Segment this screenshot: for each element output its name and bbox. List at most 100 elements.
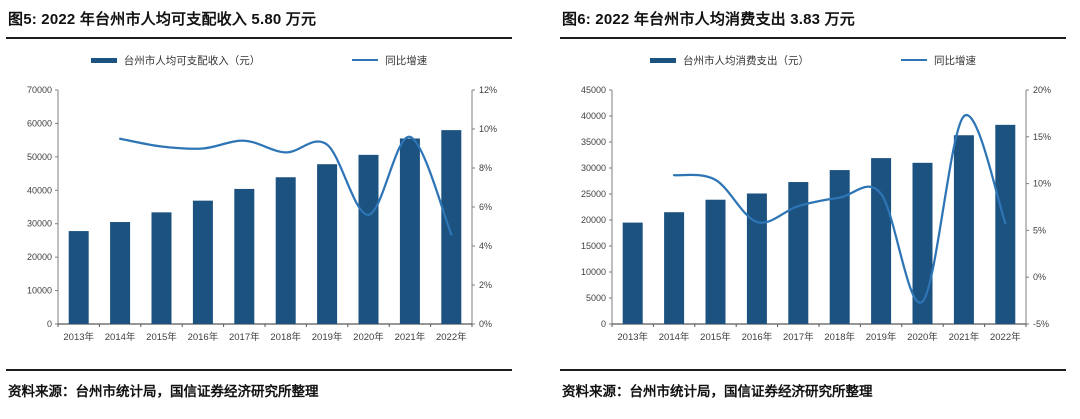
bar-2013年	[68, 231, 89, 324]
bar-series	[622, 124, 1016, 324]
left-axis-tick-label: 5000	[586, 293, 606, 303]
x-axis-category-label: 2020年	[353, 331, 384, 343]
left-axis-tick-label: 45000	[581, 85, 606, 95]
line-series-swatch-icon	[352, 59, 379, 61]
figure-6-source: 资料来源：台州市统计局，国信证券经济研究所整理	[560, 369, 1066, 400]
bar-2017年	[234, 188, 255, 324]
left-axis-tick-label: 35000	[581, 137, 606, 147]
right-axis-tick-label: -5%	[1033, 319, 1049, 329]
left-axis-tick-label: 10000	[27, 286, 52, 296]
figure-5-legend: 台州市人均可支配收入（元） 同比增速	[6, 48, 512, 72]
figure-5-title: 图5: 2022 年台州市人均可支配收入 5.80 万元	[6, 8, 512, 39]
bar-2013年	[622, 222, 643, 324]
x-axis-category-label: 2015年	[700, 331, 731, 343]
left-axis-tick-label: 40000	[581, 111, 606, 121]
right-axis-tick-label: 10%	[479, 124, 497, 134]
figure-5-source: 资料来源：台州市统计局，国信证券经济研究所整理	[6, 369, 512, 400]
legend-bar-label: 台州市人均消费支出（元）	[683, 54, 809, 67]
x-axis: 2013年 2014年 2015年 2016年 2017年 2018年 2019年 2020年…	[57, 323, 473, 343]
x-axis-category-label: 2022年	[436, 331, 467, 343]
x-axis-category-label: 2017年	[783, 331, 814, 343]
left-axis-tick-label: 15000	[581, 241, 606, 251]
bar-2017年	[788, 182, 809, 324]
right-axis-tick-label: 2%	[479, 280, 492, 290]
bar-2015年	[705, 199, 726, 324]
bar-2018年	[275, 177, 296, 324]
x-axis-category-label: 2014年	[659, 331, 690, 343]
right-axis-tick-label: 6%	[479, 202, 492, 212]
right-axis-tick-label: 10%	[1033, 179, 1051, 189]
legend-item-line-series: 同比增速	[901, 53, 976, 68]
figure-6-legend: 台州市人均消费支出（元） 同比增速	[560, 48, 1066, 72]
left-axis-tick-label: 70000	[27, 85, 52, 95]
x-axis-category-label: 2019年	[312, 331, 343, 343]
left-axis-tick-label: 20000	[581, 215, 606, 225]
bar-2019年	[871, 158, 892, 324]
left-axis: 0 10000 20000 30000 40000 50000 60000 70000	[27, 85, 59, 329]
line-series-swatch-icon	[901, 59, 927, 61]
right-axis-tick-label: 8%	[479, 163, 492, 173]
left-axis-tick-label: 50000	[27, 152, 52, 162]
bar-series-swatch-icon	[90, 57, 117, 63]
bar-2021年	[953, 135, 974, 324]
left-axis-tick-label: 60000	[27, 118, 52, 128]
bar-2022年	[441, 130, 462, 324]
bar-series	[68, 130, 462, 324]
bar-2022年	[995, 124, 1016, 324]
x-axis: 2013年 2014年 2015年 2016年 2017年 2018年 2019年 2020年…	[611, 323, 1027, 343]
legend-item-line-series: 同比增速	[352, 53, 427, 68]
x-axis-category-label: 2019年	[866, 331, 897, 343]
x-axis-category-label: 2013年	[617, 331, 648, 343]
left-axis-tick-label: 30000	[27, 219, 52, 229]
x-axis-category-label: 2021年	[949, 331, 980, 343]
bar-2018年	[829, 170, 850, 324]
x-axis-category-label: 2020年	[907, 331, 938, 343]
left-axis: 0 5000 10000 15000 20000 25000 30000 35000 40000…	[581, 85, 613, 329]
bar-2020年	[912, 162, 933, 324]
x-axis-category-label: 2018年	[824, 331, 855, 343]
right-axis-tick-label: 12%	[479, 85, 497, 95]
right-axis-tick-label: 20%	[1033, 85, 1051, 95]
legend-line-label: 同比增速	[934, 54, 976, 67]
figure-6-panel: 图6: 2022 年台州市人均消费支出 3.83 万元 台州市人均消费支出（元）…	[560, 6, 1066, 400]
x-axis-category-label: 2017年	[229, 331, 260, 343]
x-axis-category-label: 2016年	[188, 331, 219, 343]
bar-2019年	[317, 164, 338, 324]
report-figures-row: 图5: 2022 年台州市人均可支配收入 5.80 万元 台州市人均可支配收入（…	[6, 6, 1066, 400]
left-axis-tick-label: 0	[47, 319, 52, 329]
growth-rate-line	[118, 135, 453, 236]
right-axis-tick-label: 15%	[1033, 132, 1051, 142]
left-axis-tick-label: 10000	[581, 267, 606, 277]
legend-line-label: 同比增速	[385, 54, 428, 67]
right-axis-tick-label: 0%	[479, 319, 492, 329]
bar-2014年	[664, 212, 685, 324]
x-axis-category-label: 2016年	[742, 331, 773, 343]
bar-2014年	[110, 222, 131, 324]
figure-5-chart-canvas: 0 10000 20000 30000 40000 50000 60000 70000 0% 2%…	[27, 85, 497, 343]
right-axis-tick-label: 4%	[479, 241, 492, 251]
right-axis: 0% 2% 4% 6% 8% 10% 12%	[471, 85, 497, 329]
left-axis-tick-label: 0	[601, 319, 606, 329]
bar-2020年	[358, 154, 379, 324]
right-axis-tick-label: 5%	[1033, 225, 1046, 235]
x-axis-category-label: 2013年	[63, 331, 94, 343]
legend-item-bar-series: 台州市人均消费支出（元）	[650, 53, 809, 68]
x-axis-category-label: 2014年	[105, 331, 136, 343]
x-axis-category-label: 2018年	[270, 331, 301, 343]
bar-2021年	[399, 138, 420, 324]
figure-6-chart-canvas: 0 5000 10000 15000 20000 25000 30000 35000 40000…	[581, 85, 1051, 343]
left-axis-tick-label: 30000	[581, 163, 606, 173]
figure-6-title: 图6: 2022 年台州市人均消费支出 3.83 万元	[560, 8, 1066, 39]
legend-item-bar-series: 台州市人均可支配收入（元）	[90, 53, 261, 68]
x-axis-category-label: 2021年	[395, 331, 426, 343]
bar-series-swatch-icon	[650, 57, 676, 63]
x-axis-category-label: 2015年	[146, 331, 177, 343]
bar-2015年	[151, 212, 172, 324]
figure-5-panel: 图5: 2022 年台州市人均可支配收入 5.80 万元 台州市人均可支配收入（…	[6, 6, 512, 400]
left-axis-tick-label: 25000	[581, 189, 606, 199]
left-axis-tick-label: 40000	[27, 185, 52, 195]
bar-2016年	[746, 193, 767, 324]
right-axis-tick-label: 0%	[1033, 272, 1046, 282]
legend-bar-label: 台州市人均可支配收入（元）	[123, 54, 261, 67]
growth-rate-line	[672, 114, 1007, 304]
